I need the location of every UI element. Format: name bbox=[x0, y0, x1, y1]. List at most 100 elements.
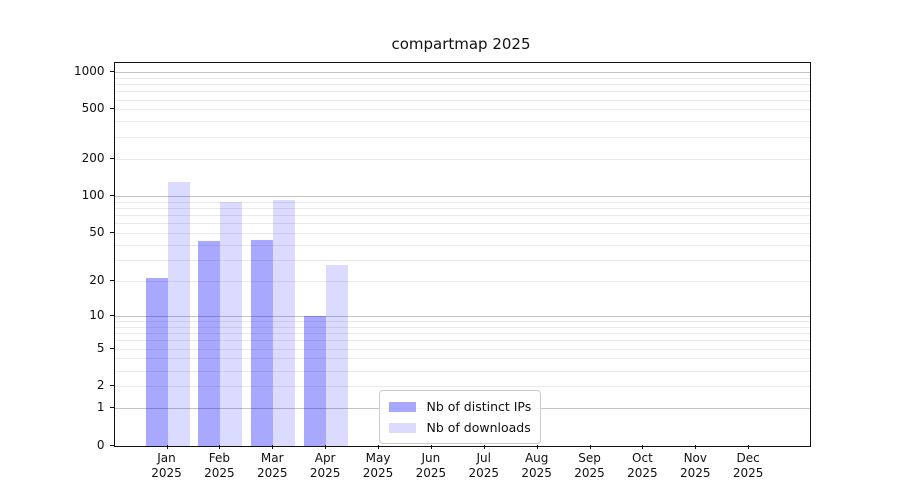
x-tick-mark bbox=[430, 444, 432, 449]
y-tick-label: 200 bbox=[81, 150, 105, 165]
major-gridline bbox=[114, 315, 810, 317]
x-tick-label: Jan 2025 bbox=[144, 451, 190, 481]
x-tick-mark bbox=[166, 444, 168, 449]
x-tick-year: 2025 bbox=[521, 465, 552, 480]
bar-distinct-ips bbox=[145, 278, 168, 446]
x-tick-year: 2025 bbox=[732, 465, 764, 480]
minor-gridline bbox=[114, 201, 810, 203]
x-tick-mark bbox=[219, 444, 221, 449]
minor-gridline bbox=[114, 358, 810, 360]
downloads-swatch bbox=[388, 422, 416, 433]
x-tick-year: 2025 bbox=[574, 465, 605, 480]
major-gridline bbox=[114, 195, 810, 197]
y-tick-mark bbox=[109, 444, 114, 446]
y-tick-label: 50 bbox=[89, 224, 105, 239]
y-tick-label: 100 bbox=[81, 187, 105, 202]
y-tick-mark bbox=[109, 407, 114, 409]
y-tick-label: 10 bbox=[89, 307, 105, 322]
x-tick-mark bbox=[642, 444, 644, 449]
x-tick-month: Jun bbox=[421, 450, 441, 465]
y-tick-mark bbox=[109, 231, 114, 233]
x-tick-mark bbox=[483, 444, 485, 449]
y-tick-mark bbox=[109, 157, 114, 159]
x-tick-mark bbox=[536, 444, 538, 449]
x-tick-year: 2025 bbox=[680, 465, 711, 480]
x-tick-month: Aug bbox=[524, 450, 549, 465]
x-tick-month: Jan bbox=[157, 450, 176, 465]
x-tick-year: 2025 bbox=[415, 465, 447, 480]
x-tick-month: May bbox=[365, 450, 391, 465]
distinct-ips-swatch bbox=[388, 401, 416, 412]
minor-gridline bbox=[114, 121, 810, 123]
minor-gridline bbox=[114, 340, 810, 342]
x-tick-label: Apr 2025 bbox=[302, 451, 348, 481]
x-tick-month: Jul bbox=[476, 450, 491, 465]
minor-gridline bbox=[114, 83, 810, 85]
y-tick-mark bbox=[109, 385, 114, 387]
minor-gridline bbox=[114, 280, 810, 282]
minor-gridline bbox=[114, 99, 810, 101]
x-tick-label: Oct 2025 bbox=[619, 451, 665, 481]
y-tick-mark bbox=[109, 194, 114, 196]
plot-area: Nb of distinct IPs Nb of downloads bbox=[113, 62, 811, 447]
y-tick-label: 5 bbox=[96, 340, 105, 355]
x-tick-month: Feb bbox=[208, 450, 230, 465]
x-tick-label: Mar 2025 bbox=[249, 451, 295, 481]
y-tick-label: 1 bbox=[96, 400, 105, 415]
legend: Nb of distinct IPs Nb of downloads bbox=[378, 390, 542, 444]
minor-gridline bbox=[114, 91, 810, 93]
minor-gridline bbox=[114, 321, 810, 322]
minor-gridline bbox=[114, 386, 810, 388]
legend-item-downloads: Nb of downloads bbox=[388, 417, 532, 438]
x-tick-month: Apr bbox=[314, 450, 336, 465]
minor-gridline bbox=[114, 348, 810, 350]
minor-gridline bbox=[114, 136, 810, 138]
minor-gridline bbox=[114, 109, 810, 111]
x-tick-month: Nov bbox=[683, 450, 707, 465]
minor-gridline bbox=[114, 207, 810, 209]
x-tick-month: Mar bbox=[260, 450, 284, 465]
x-tick-label: Dec 2025 bbox=[725, 451, 771, 481]
minor-gridline bbox=[114, 232, 810, 234]
y-tick-mark bbox=[109, 279, 114, 281]
bar-downloads bbox=[326, 265, 349, 446]
chart-title: compartmap 2025 bbox=[391, 35, 531, 53]
minor-gridline bbox=[114, 223, 810, 225]
y-tick-label: 1000 bbox=[73, 63, 105, 78]
legend-label: Nb of distinct IPs bbox=[426, 399, 532, 414]
legend-item-distinct-ips: Nb of distinct IPs bbox=[388, 396, 532, 417]
minor-gridline bbox=[114, 370, 810, 372]
bar-downloads bbox=[273, 200, 296, 446]
minor-gridline bbox=[114, 326, 810, 328]
bar-distinct-ips bbox=[198, 240, 221, 446]
x-tick-mark bbox=[748, 444, 750, 449]
x-tick-label: Aug 2025 bbox=[514, 451, 560, 481]
x-tick-mark bbox=[378, 444, 380, 449]
y-tick-label: 0 bbox=[96, 437, 105, 452]
bar-downloads bbox=[167, 181, 190, 446]
x-tick-mark bbox=[272, 444, 274, 449]
major-gridline bbox=[114, 71, 810, 73]
x-tick-year: 2025 bbox=[204, 465, 235, 480]
x-tick-year: 2025 bbox=[309, 465, 341, 480]
x-tick-month: Dec bbox=[736, 450, 760, 465]
x-tick-mark bbox=[589, 444, 591, 449]
y-tick-mark bbox=[109, 347, 114, 349]
y-tick-mark bbox=[109, 108, 114, 110]
x-tick-label: Sep 2025 bbox=[567, 451, 613, 481]
minor-gridline bbox=[114, 215, 810, 217]
x-tick-label: Jul 2025 bbox=[461, 451, 507, 481]
bar-distinct-ips bbox=[304, 315, 327, 446]
x-tick-year: 2025 bbox=[362, 465, 394, 480]
y-tick-mark bbox=[109, 314, 114, 316]
minor-gridline bbox=[114, 77, 810, 79]
x-tick-year: 2025 bbox=[468, 465, 500, 480]
x-tick-label: Jun 2025 bbox=[408, 451, 454, 481]
y-tick-label: 20 bbox=[89, 272, 105, 287]
x-tick-year: 2025 bbox=[627, 465, 658, 480]
minor-gridline bbox=[114, 158, 810, 160]
y-tick-mark bbox=[109, 70, 114, 72]
y-tick-label: 500 bbox=[81, 101, 105, 116]
y-tick-label: 2 bbox=[96, 378, 105, 393]
